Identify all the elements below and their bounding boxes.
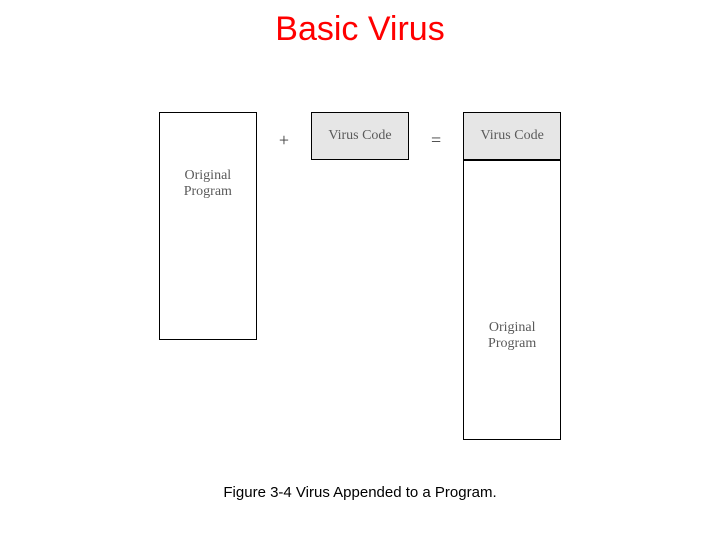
figure-caption: Figure 3-4 Virus Appended to a Program. bbox=[0, 484, 720, 501]
result-original-program-box: Original Program bbox=[463, 160, 561, 440]
virus-code-box: Virus Code bbox=[311, 112, 409, 160]
original-program-label: Original Program bbox=[184, 168, 232, 200]
plus-operator: + bbox=[279, 130, 289, 151]
label-line: Original bbox=[489, 320, 536, 335]
original-program-box: Original Program bbox=[159, 112, 257, 340]
diagram-area: Original Program + Virus Code = Virus Co… bbox=[0, 112, 720, 440]
result-original-program-label: Original Program bbox=[488, 320, 536, 352]
result-virus-code-box: Virus Code bbox=[463, 112, 561, 160]
label-line: Program bbox=[184, 184, 232, 199]
label-line: Program bbox=[488, 336, 536, 351]
virus-code-label: Virus Code bbox=[328, 128, 391, 144]
result-column: Virus Code Original Program bbox=[463, 112, 561, 440]
result-virus-code-label: Virus Code bbox=[480, 128, 543, 144]
label-line: Original bbox=[185, 168, 232, 183]
slide-title: Basic Virus bbox=[0, 10, 720, 49]
equals-operator: = bbox=[431, 130, 441, 151]
